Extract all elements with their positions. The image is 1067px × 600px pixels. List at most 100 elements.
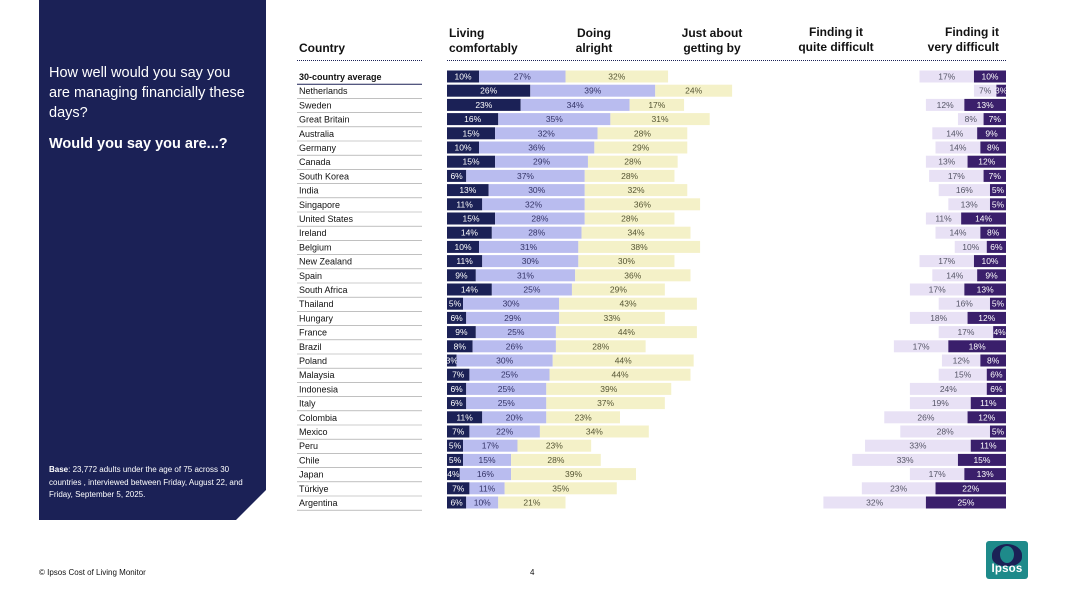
bar-value-label: 7% <box>989 171 1002 181</box>
bar-segment-living <box>447 297 464 310</box>
bar-value-label: 8% <box>987 143 1000 153</box>
bar-value-label: 30% <box>618 256 635 266</box>
bar-segment-just <box>584 198 701 211</box>
bar-segment-doing <box>498 113 611 126</box>
bar-segment-living <box>447 397 467 410</box>
bar-value-label: 14% <box>949 143 966 153</box>
country-label: Malaysia <box>299 370 335 380</box>
bar-value-label: 28% <box>621 214 638 224</box>
bar-value-label: 29% <box>610 285 627 295</box>
bar-value-label: 44% <box>615 356 632 366</box>
footer-source: © Ipsos Cost of Living Monitor <box>39 568 146 577</box>
bar-value-label: 10% <box>981 256 998 266</box>
bar-value-label: 6% <box>450 384 463 394</box>
bar-value-label: 13% <box>459 185 476 195</box>
bar-segment-quite <box>932 127 978 140</box>
country-label: South Africa <box>299 285 348 295</box>
bar-value-label: 26% <box>917 412 934 422</box>
bar-value-label: 12% <box>978 157 995 167</box>
bar-segment-doing <box>495 155 588 168</box>
bar-segment-just <box>559 297 697 310</box>
bar-segment-quite <box>941 354 981 367</box>
bar-value-label: 23% <box>546 441 563 451</box>
header-divider-bars <box>447 60 1006 61</box>
bar-value-label: 7% <box>979 86 992 96</box>
bar-value-label: 12% <box>978 412 995 422</box>
bar-segment-very <box>980 141 1006 154</box>
bar-segment-just <box>578 240 701 253</box>
bar-value-label: 37% <box>517 171 534 181</box>
bar-segment-very <box>973 255 1006 268</box>
bar-segment-very <box>986 240 1006 253</box>
bar-segment-just <box>555 340 646 353</box>
bar-value-label: 28% <box>621 171 638 181</box>
bar-value-label: 15% <box>479 455 496 465</box>
bar-value-label: 27% <box>514 72 531 82</box>
bar-value-label: 17% <box>929 285 946 295</box>
country-label: Australia <box>299 129 334 139</box>
bar-value-label: 3% <box>446 356 459 366</box>
bar-value-label: 31% <box>517 270 534 280</box>
header-doing-line2: alright <box>575 41 613 55</box>
bar-segment-very <box>964 98 1006 111</box>
base-label: Base <box>49 465 69 474</box>
bar-value-label: 35% <box>552 483 569 493</box>
bar-segment-very <box>964 468 1006 481</box>
bar-value-label: 25% <box>507 327 524 337</box>
bar-segment-just <box>578 255 675 268</box>
bar-value-label: 10% <box>455 72 472 82</box>
bar-segment-doing <box>472 340 556 353</box>
bar-segment-living <box>447 184 489 197</box>
header-very-line2: very difficult <box>927 40 999 54</box>
country-label: Thailand <box>299 299 334 309</box>
country-label: Ireland <box>299 228 327 238</box>
question-text: How well would you say you are managing … <box>49 65 245 121</box>
bar-value-label: 7% <box>452 427 465 437</box>
bar-segment-doing <box>475 326 556 339</box>
bar-segment-doing <box>466 169 585 182</box>
bar-value-label: 17% <box>957 327 974 337</box>
country-label: Canada <box>299 157 331 167</box>
bar-segment-just <box>584 212 675 225</box>
bar-segment-quite <box>884 411 968 424</box>
bar-value-label: 33% <box>897 455 914 465</box>
bar-value-label: 14% <box>461 228 478 238</box>
bar-value-label: 23% <box>475 100 492 110</box>
bar-segment-doing <box>466 311 560 324</box>
bar-segment-living <box>447 127 496 140</box>
bar-segment-quite <box>957 113 984 126</box>
bar-value-label: 32% <box>538 128 555 138</box>
bar-value-label: 44% <box>611 370 628 380</box>
bar-value-label: 16% <box>956 299 973 309</box>
country-label: Türkiye <box>299 484 329 494</box>
bar-segment-doing <box>475 269 576 282</box>
bar-segment-very <box>961 212 1006 225</box>
bar-segment-very <box>986 368 1006 381</box>
bar-segment-doing <box>456 354 553 367</box>
bar-segment-quite <box>909 468 965 481</box>
header-just-line2: getting by <box>683 41 741 55</box>
bar-value-label: 6% <box>450 398 463 408</box>
bar-segment-just <box>555 326 697 339</box>
bar-value-label: 39% <box>600 384 617 394</box>
base-text: : 23,772 adults under the age of 75 acro… <box>49 465 243 499</box>
bar-segment-just <box>539 425 649 438</box>
header-just-line1: Just about <box>681 26 743 40</box>
bar-segment-just <box>504 482 617 495</box>
bar-value-label: 28% <box>547 455 564 465</box>
bar-segment-just <box>594 141 688 154</box>
bar-segment-very <box>977 269 1006 282</box>
bar-value-label: 3% <box>995 86 1008 96</box>
bar-segment-quite <box>861 482 936 495</box>
logo-text: Ipsos <box>991 563 1023 575</box>
header-very-line1: Finding it <box>945 25 999 39</box>
bar-segment-just <box>549 368 691 381</box>
bar-segment-quite <box>925 212 962 225</box>
bar-value-label: 16% <box>477 469 494 479</box>
bar-segment-just <box>597 127 688 140</box>
bar-value-label: 37% <box>597 398 614 408</box>
bar-value-label: 24% <box>940 384 957 394</box>
bar-value-label: 29% <box>632 143 649 153</box>
bar-value-label: 25% <box>498 384 515 394</box>
header-living-line2: comfortably <box>449 41 518 55</box>
